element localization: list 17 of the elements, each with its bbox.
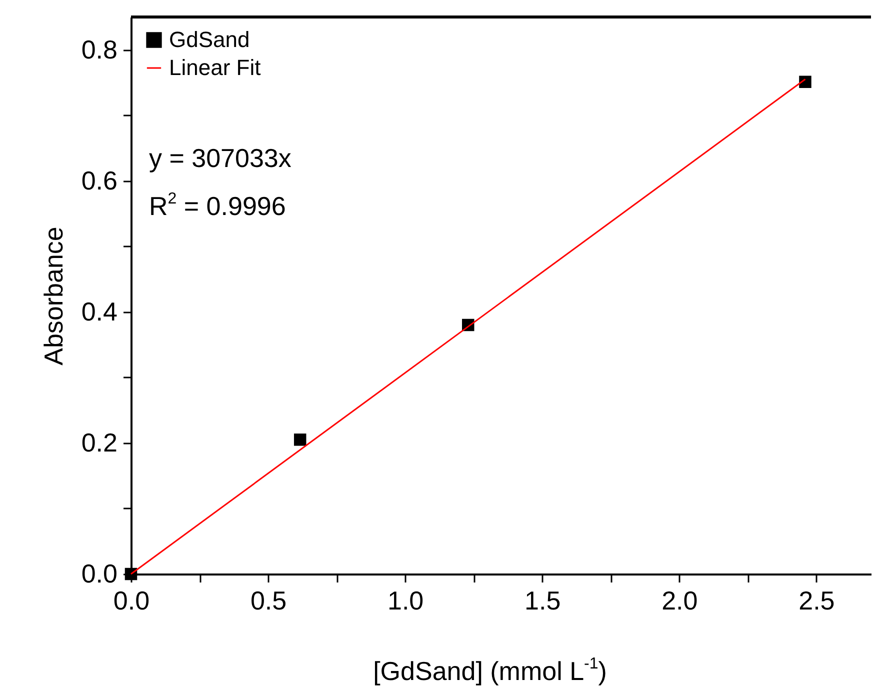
legend-label: GdSand	[169, 27, 250, 52]
y-tick-label: 0.4	[81, 296, 118, 326]
y-tick-label: 0.0	[81, 558, 118, 588]
x-tick-label: 1.0	[387, 586, 424, 616]
y-tick-label: 0.6	[81, 165, 118, 196]
point	[799, 76, 812, 88]
x-tick-label: 2.0	[662, 586, 698, 616]
x-tick-label: 0.5	[250, 586, 287, 616]
x-tick-label: 2.5	[798, 586, 835, 616]
y-tick-label: 0.2	[81, 427, 118, 458]
y-tick-label: 0.8	[81, 34, 118, 64]
legend-label: Linear Fit	[169, 55, 261, 80]
point	[294, 434, 306, 446]
x-tick-label: 0.0	[113, 586, 150, 616]
x-tick-label: 1.5	[524, 586, 561, 616]
annotation: y = 307033x	[149, 143, 292, 173]
y-axis-title: Absorbance	[38, 226, 68, 366]
